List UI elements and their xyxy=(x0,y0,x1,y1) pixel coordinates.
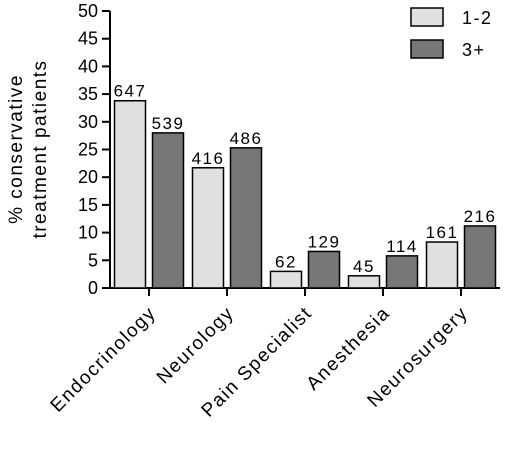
bar xyxy=(385,255,419,289)
y-tick-label: 35 xyxy=(78,84,98,104)
y-tick-label: 15 xyxy=(78,195,98,215)
y-tick-label: 5 xyxy=(88,250,98,270)
data-label: 114 xyxy=(386,237,418,256)
y-tick-label: 0 xyxy=(88,278,98,298)
y-tick-label: 30 xyxy=(78,112,98,132)
category-label: Neurology xyxy=(153,303,239,389)
y-tick-label: 20 xyxy=(78,167,98,187)
bar xyxy=(269,270,303,289)
legend: 1-2 3+ xyxy=(410,7,493,60)
legend-label: 1-2 xyxy=(462,8,493,28)
data-label: 416 xyxy=(192,149,225,168)
y-axis-title-line-2: treatment patients xyxy=(30,59,51,238)
legend-swatch xyxy=(410,7,444,27)
bar xyxy=(463,225,497,289)
y-tick-label: 50 xyxy=(78,1,98,21)
bar xyxy=(229,147,263,289)
data-label: 647 xyxy=(114,82,147,101)
data-label: 161 xyxy=(426,223,459,242)
y-axis-title-line-1: % conservative xyxy=(6,74,27,224)
legend-swatch xyxy=(410,39,444,59)
bar xyxy=(425,241,459,289)
y-tick-label: 40 xyxy=(78,56,98,76)
x-axis xyxy=(110,287,500,296)
data-labels: 647 539 416 486 62 129 45 114 161 216 xyxy=(114,82,497,276)
data-label: 539 xyxy=(152,114,185,133)
bar xyxy=(113,99,147,289)
y-tick-label: 45 xyxy=(78,29,98,49)
data-label: 62 xyxy=(275,252,297,271)
category-label: Endocrinology xyxy=(47,303,161,417)
data-label: 216 xyxy=(464,207,497,226)
y-axis: 0 5 10 15 20 25 30 35 40 45 50 xyxy=(78,1,111,298)
bar xyxy=(307,250,341,289)
legend-label: 3+ xyxy=(462,40,486,60)
data-label: 486 xyxy=(230,129,263,148)
y-tick-label: 10 xyxy=(78,223,98,243)
y-axis-title: % conservative treatment patients xyxy=(6,59,51,238)
bars xyxy=(113,99,497,289)
bar xyxy=(347,275,381,289)
data-label: 129 xyxy=(308,232,341,251)
bar xyxy=(151,132,185,289)
y-tick-label: 25 xyxy=(78,140,98,160)
data-label: 45 xyxy=(353,257,375,276)
bar xyxy=(191,167,225,289)
